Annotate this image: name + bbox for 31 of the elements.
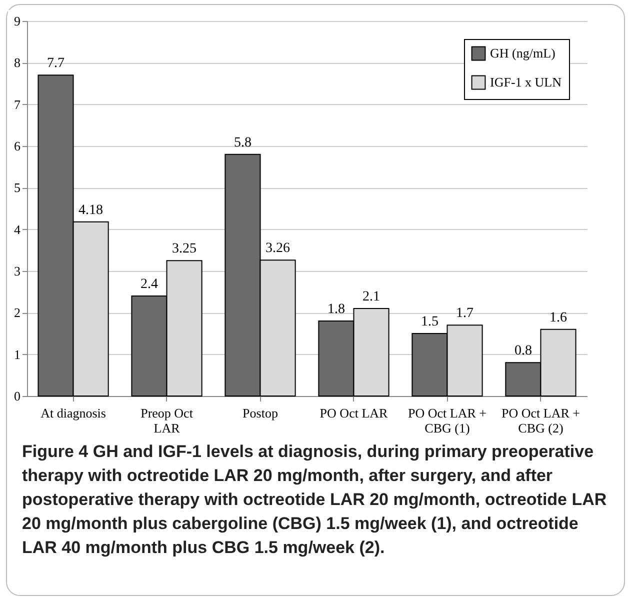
x-tick-label: Preop Oct LAR [140, 406, 194, 436]
data-label: 2.1 [362, 290, 380, 304]
data-label: 1.8 [327, 302, 345, 317]
y-tick-label: 9 [14, 14, 20, 28]
y-tick-label: 5 [14, 180, 20, 196]
caption: Figure 4 GH and IGF-1 levels at diagnosis, during primary preoperative therapy with octreotide LAR 20 mg/month, after surgery, and after postoperative therapy with octreotide LAR 20 mg/month, octreotide LAR 20 mg/month plus cabergoline (CBG) 1.5 mg/week (1), and octreotide LAR 40 mg/month plus CBG 1.5 mg/week (2). [22, 441, 608, 559]
data-label: 7.7 [47, 56, 64, 72]
data-label: 1.7 [456, 306, 474, 322]
y-tick-label: 4 [14, 222, 21, 237]
legend-label: IGF-1 x ULN [490, 74, 562, 90]
legend-label: GH (ng/mL) [490, 46, 556, 60]
x-tick-label: At diagnosis [40, 406, 106, 420]
y-tick-label: 8 [14, 55, 20, 70]
y-tick-label: 3 [14, 264, 20, 278]
data-label: 3.25 [172, 242, 197, 257]
data-label: 0.8 [514, 344, 532, 359]
data-label: 1.5 [420, 314, 438, 330]
x-tick-label: Postop [242, 406, 278, 420]
y-tick-label: 1 [14, 346, 20, 362]
y-tick-label: 7 [14, 96, 21, 112]
data-label: 5.8 [234, 135, 252, 150]
x-tick-label: PO Oct LAR + CBG (2) [501, 406, 580, 436]
data-label: 2.4 [140, 277, 158, 292]
y-tick-label: 0 [14, 388, 20, 404]
y-tick-label: 6 [14, 138, 21, 154]
data-label: 3.26 [266, 241, 290, 256]
x-tick-label: PO Oct LAR + CBG (1) [408, 406, 486, 436]
data-label: 1.6 [550, 310, 567, 326]
y-tick-label: 2 [14, 305, 20, 320]
data-label: 4.18 [78, 202, 104, 218]
x-tick-label: PO Oct LAR [320, 406, 388, 420]
